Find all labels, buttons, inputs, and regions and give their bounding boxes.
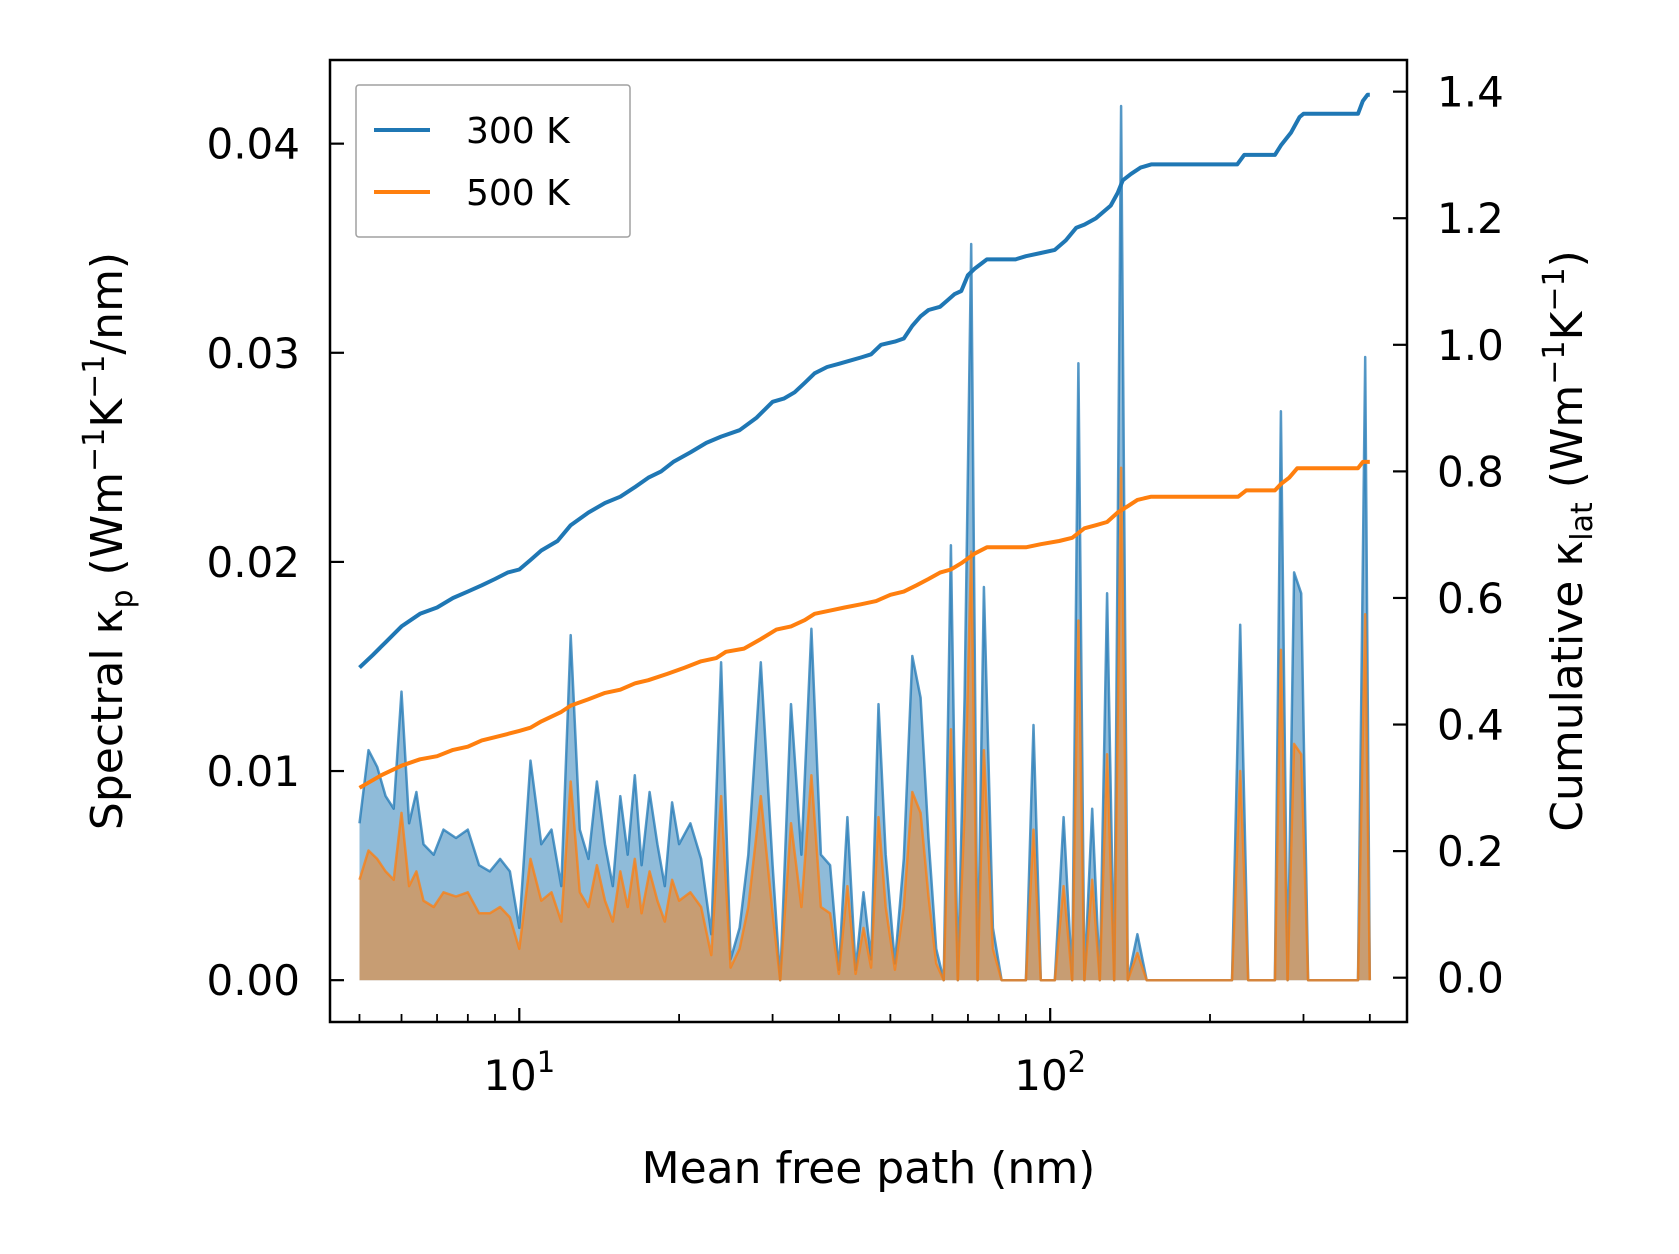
legend-label-500-k: 500 K [466,173,571,214]
labels-layer: Mean free path (nm) Spectral κp (Wm−1K−1… [77,250,1600,1194]
right-y-tick-label: 1.0 [1437,321,1504,370]
legend-box [355,84,631,238]
right-y-tick-label: 0.4 [1437,701,1504,750]
x-tick-label: 102 [1014,1045,1086,1100]
legend: 300 K 500 K [355,84,631,238]
right-y-tick-label: 0.2 [1437,827,1504,876]
right-y-tick-label: 0.0 [1437,954,1504,1003]
axes-layer [328,58,1409,1024]
left-y-tick-label: 0.00 [206,956,300,1005]
left-y-tick-label: 0.04 [206,120,300,169]
right-y-tick-label: 1.2 [1437,194,1504,243]
axes-frame [328,58,1409,1024]
cumulative-series-layer [358,92,1370,790]
cumulative-line-500-k [358,459,1370,790]
left-y-tick-label: 0.02 [206,538,300,587]
ticks-layer: 101 102 0.00 0.01 0.02 0.03 0.04 0.0 0.2 0.4 0.6 0.… [206,68,1503,1100]
right-y-tick-label: 0.6 [1437,574,1504,623]
right-y-tick-label: 1.4 [1437,68,1504,117]
x-axis-title: Mean free path (nm) [642,1143,1096,1194]
left-y-tick-label: 0.03 [206,329,300,378]
right-y-axis-title: Cumulative κlat (Wm−1K−1) [1537,250,1600,832]
spectral-line-300-k [358,104,1372,982]
left-y-axis-title: Spectral κp (Wm−1K−1/nm) [77,252,140,830]
right-y-tick-label: 0.8 [1437,447,1504,496]
legend-label-300-k: 300 K [466,111,571,152]
cumulative-line-300-k [358,92,1370,670]
spectral-area-500-k [359,467,1370,981]
left-y-tick-label: 0.01 [206,747,300,796]
spectral-line-500-k [358,466,1372,982]
x-tick-label: 101 [483,1045,555,1100]
spectral-series-layer [358,104,1372,982]
